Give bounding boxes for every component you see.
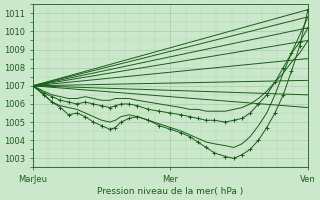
X-axis label: Pression niveau de la mer( hPa ): Pression niveau de la mer( hPa ) xyxy=(97,187,244,196)
